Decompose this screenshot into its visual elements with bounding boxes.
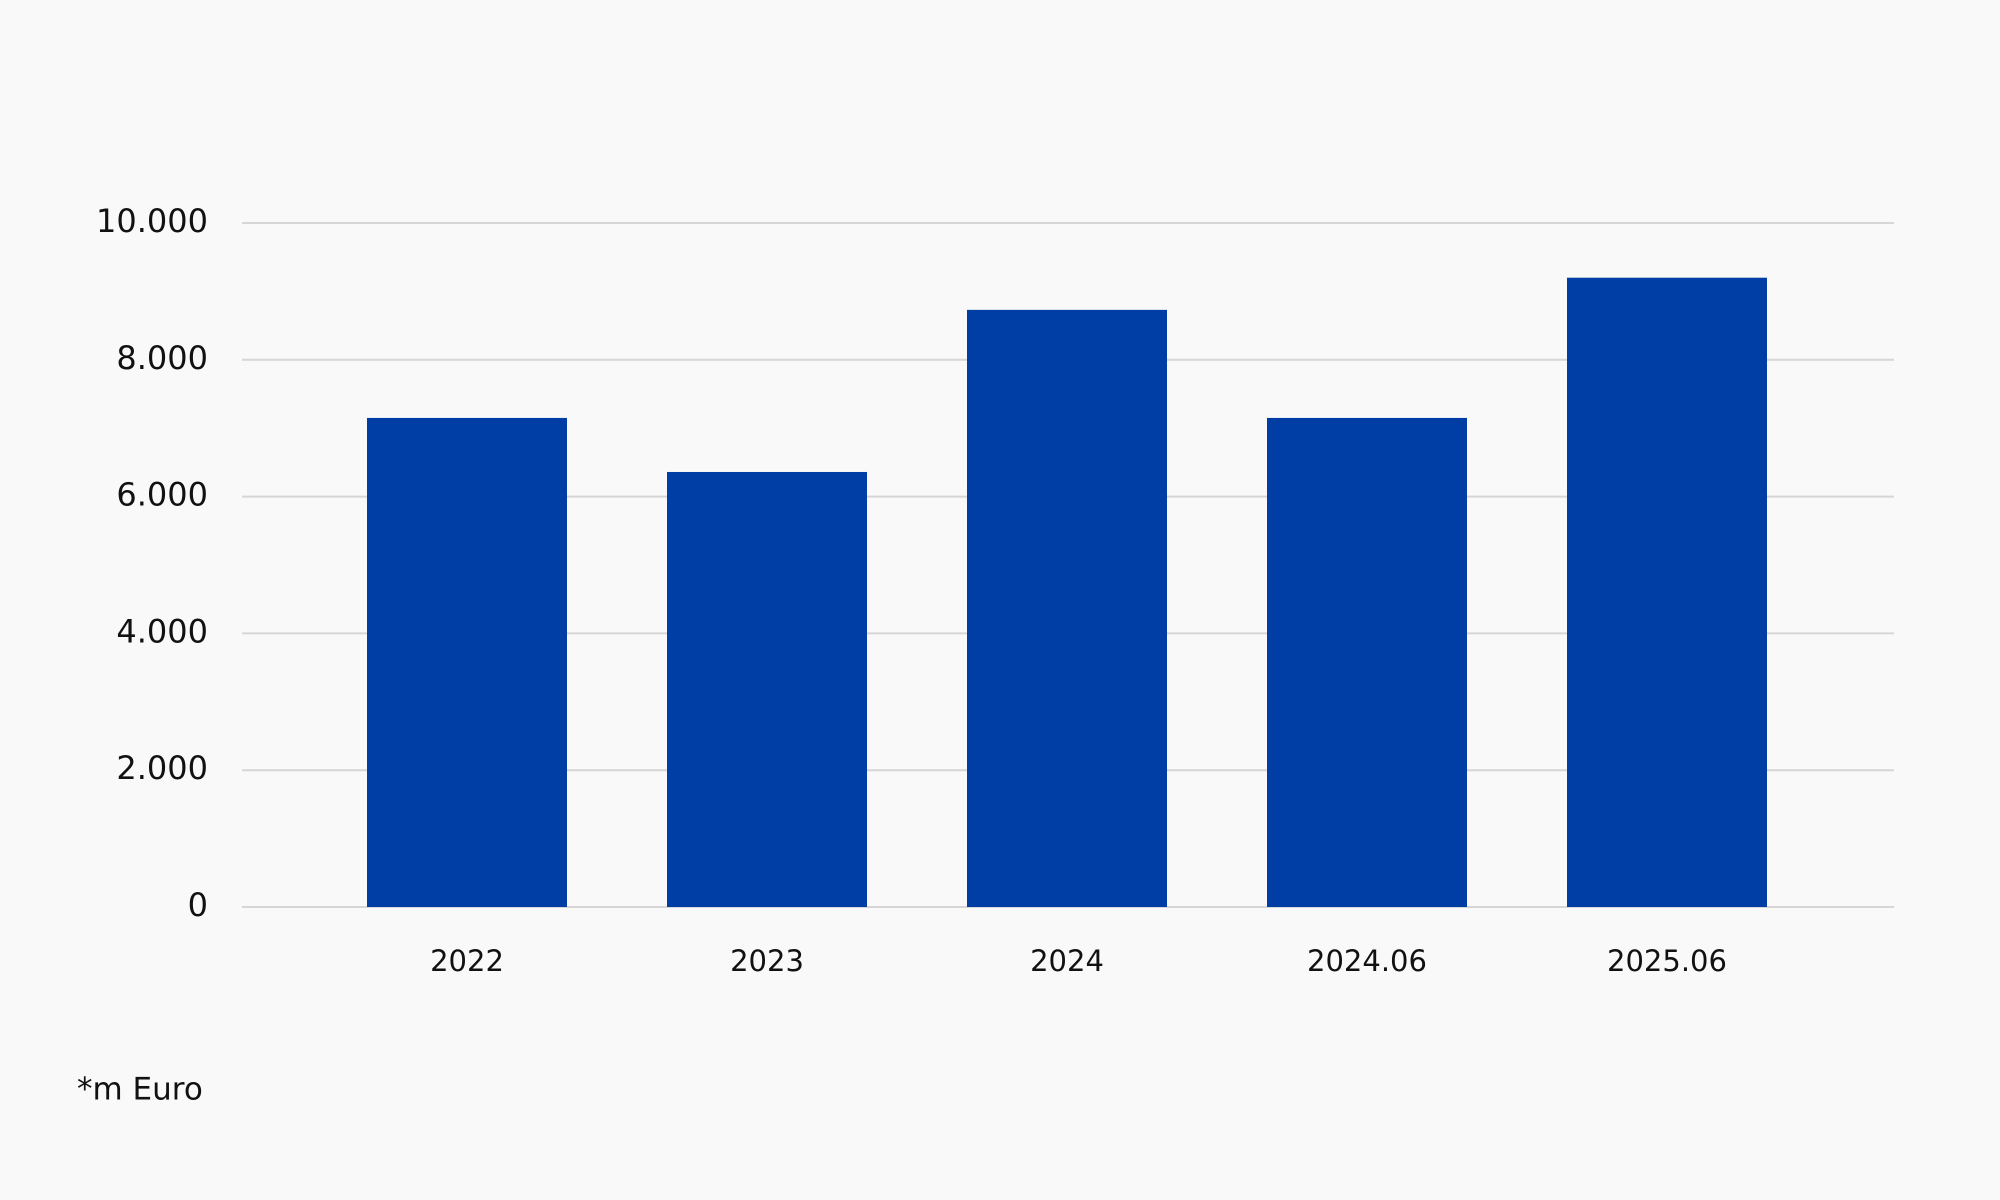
footnote: *m Euro	[77, 1072, 203, 1108]
y-tick-label: 6.000	[116, 476, 208, 514]
x-tick-label: 2022	[430, 944, 504, 978]
x-tick-label: 2023	[730, 944, 804, 978]
x-tick-label: 2025.06	[1607, 944, 1727, 978]
bar	[667, 471, 867, 907]
bar	[367, 417, 567, 907]
y-tick-label: 2.000	[116, 749, 208, 787]
bar	[1567, 277, 1767, 908]
x-tick-label: 2024	[1030, 944, 1104, 978]
y-tick-label: 0	[188, 886, 208, 924]
x-tick-label: 2024.06	[1307, 944, 1427, 978]
y-tick-label: 8.000	[116, 339, 208, 377]
bar	[1267, 417, 1467, 907]
bar	[967, 309, 1167, 907]
y-tick-label: 10.000	[96, 202, 208, 240]
y-tick-label: 4.000	[116, 612, 208, 650]
